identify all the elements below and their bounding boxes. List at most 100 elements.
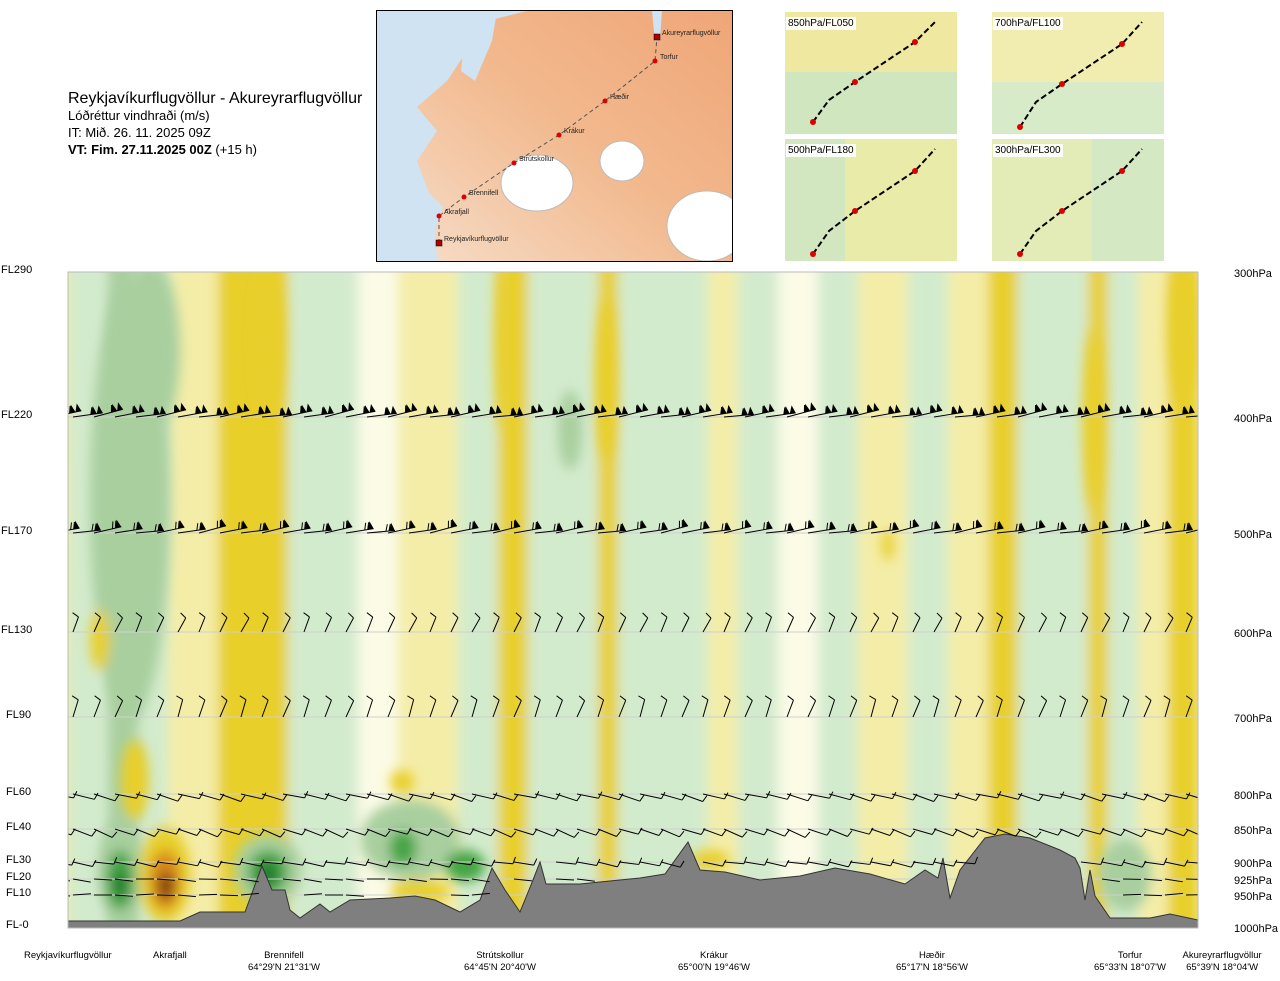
wind-barb — [597, 793, 624, 801]
wind-band — [818, 272, 858, 928]
wind-barb — [933, 404, 964, 418]
fjord — [461, 11, 497, 81]
wind-barb — [1038, 791, 1065, 799]
wind-barb — [219, 695, 228, 718]
wind-barb — [849, 612, 858, 633]
wind-barb — [786, 402, 817, 418]
wind-barb — [1080, 519, 1109, 534]
wind-barb — [429, 518, 458, 534]
wind-barb — [198, 406, 229, 418]
wind-barb — [828, 272, 859, 273]
wind-barb — [345, 878, 364, 882]
wind-barb — [1143, 520, 1172, 534]
wind-barb — [177, 791, 204, 800]
wind-barb — [324, 519, 353, 534]
wind-barb — [1185, 272, 1198, 273]
wind-band — [778, 272, 818, 928]
wind-band — [1088, 272, 1108, 928]
wind-barb — [324, 612, 332, 633]
wind-barb — [786, 272, 817, 273]
wind-barb — [870, 612, 880, 633]
pressure-level-label: 700hPa — [1234, 713, 1272, 725]
wind-barb — [1080, 857, 1105, 865]
wind-barb — [72, 405, 103, 418]
wind-barb — [807, 791, 834, 799]
wind-barb — [744, 858, 769, 866]
wind-barb — [450, 894, 470, 897]
wind-cell — [558, 390, 582, 470]
wind-barb — [429, 793, 456, 801]
wind-barb — [660, 793, 687, 801]
wind-barb — [302, 695, 310, 718]
wind-barb — [1143, 403, 1174, 418]
wind-barb — [68, 878, 70, 882]
wind-barb — [1059, 272, 1090, 273]
glacier-vatnajokull — [666, 190, 732, 261]
wind-barb — [849, 402, 880, 418]
vertical-wind-cells — [90, 272, 1197, 923]
wind-barb — [240, 878, 259, 883]
wind-barbs — [46, 272, 1198, 898]
wind-barb — [660, 406, 691, 418]
wind-cell — [252, 272, 284, 420]
wind-barb — [282, 520, 311, 534]
location-coord: 64°29'N 21°31'W — [248, 962, 320, 973]
wind-barb — [282, 612, 291, 633]
wind-barb — [219, 793, 246, 802]
wind-barb — [1185, 525, 1198, 534]
wind-barb — [1143, 793, 1170, 802]
mini-map-850-label: 850hPa/FL050 — [786, 17, 856, 30]
wind-barb — [618, 793, 645, 802]
wind-barb — [681, 695, 690, 718]
pressure-level-label: 850hPa — [1234, 825, 1272, 837]
wind-barb — [156, 793, 183, 802]
wind-barb — [46, 613, 60, 632]
wind-band — [68, 272, 108, 928]
wind-barb — [135, 695, 143, 718]
location-name: Torfur — [1117, 950, 1143, 961]
wind-barb — [954, 519, 983, 534]
wind-barb — [807, 521, 836, 534]
wind-barb — [849, 827, 874, 835]
wind-barb — [891, 860, 916, 868]
wind-barb — [513, 403, 544, 418]
wind-barb — [1164, 892, 1183, 896]
wind-barb — [1143, 612, 1152, 633]
wind-barb — [1080, 612, 1089, 633]
wind-barb — [1122, 612, 1130, 633]
flight-level-label: FL10 — [6, 887, 32, 899]
wind-barb — [891, 793, 918, 801]
wind-barb — [240, 892, 259, 896]
wind-band — [458, 272, 498, 928]
variable-label: Lóðréttur vindhraði (m/s) — [68, 108, 210, 123]
wind-band — [598, 272, 618, 928]
wind-barb — [828, 522, 857, 534]
map-waypoint-marker — [511, 160, 517, 166]
wind-barb — [114, 272, 145, 273]
wind-barb — [765, 859, 790, 867]
wind-barb — [849, 519, 878, 534]
wind-barb — [1164, 404, 1195, 418]
wind-barb — [492, 519, 521, 534]
location-coord: 65°39'N 18°04'W — [1186, 962, 1259, 973]
wind-barb — [828, 860, 853, 868]
wind-barb — [639, 791, 666, 800]
wind-barb — [912, 403, 943, 418]
wind-barb — [723, 828, 748, 838]
level-lines — [68, 416, 1198, 896]
valid-time-offset: (+15 h) — [211, 142, 257, 157]
wind-barb — [933, 828, 958, 837]
wind-barb — [408, 612, 418, 633]
wind-barb — [114, 612, 123, 633]
wind-barb — [471, 404, 502, 418]
wind-barb — [996, 792, 1023, 800]
wind-barb — [744, 828, 769, 836]
wind-barb — [261, 272, 292, 273]
wind-barb — [408, 859, 433, 867]
wind-barb — [303, 612, 310, 633]
wind-barb — [1017, 519, 1046, 534]
wind-barb — [912, 612, 921, 633]
wind-barb — [786, 695, 794, 718]
route-title: Reykjavíkurflugvöllur - Akureyrarflugvöl… — [68, 90, 363, 107]
wind-barb — [177, 828, 202, 836]
